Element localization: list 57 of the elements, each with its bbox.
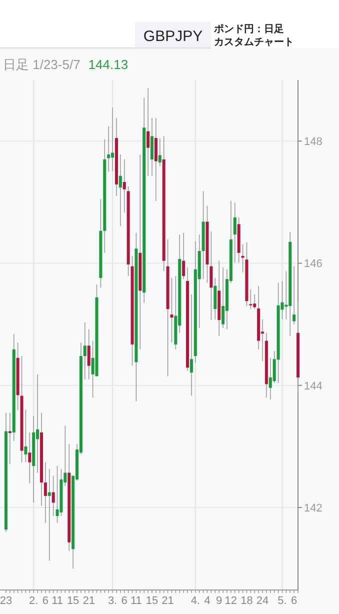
y-tick-label: 146 <box>304 258 322 270</box>
candlestick <box>190 294 193 396</box>
candlestick <box>107 126 110 172</box>
candlestick <box>210 231 213 320</box>
x-tick-label: 21 <box>82 595 95 607</box>
candlestick <box>146 88 150 176</box>
text: カスタムチャート <box>214 37 294 48</box>
candlestick <box>170 277 174 344</box>
candlestick <box>8 412 12 465</box>
candlestick <box>36 374 40 474</box>
y-tick-label: 144 <box>304 380 322 392</box>
x-tick-label: 6 <box>291 595 298 607</box>
candlestick <box>28 432 32 484</box>
candlestick <box>233 202 236 264</box>
x-tick-label: 21 <box>162 595 174 607</box>
x-tick-label: 12 <box>224 595 238 607</box>
x-tick-label: 2. <box>29 595 38 607</box>
text: ポンド円：日足 <box>213 23 284 35</box>
candlestick <box>48 468 51 562</box>
candlestick <box>292 266 296 325</box>
text: 日足 1/23-5/7 <box>3 57 80 72</box>
x-tick-label: 11 <box>52 595 63 607</box>
x-tick-label: 15 <box>146 595 158 607</box>
candlestick <box>158 138 162 167</box>
y-tick-label: 148 <box>304 136 322 148</box>
candlestick <box>111 107 114 172</box>
candlestick <box>150 117 154 176</box>
candlestick <box>222 267 225 328</box>
candlestick <box>249 289 252 310</box>
candlestick <box>122 159 126 213</box>
candlestick <box>268 358 272 400</box>
y-tick-label: 142 <box>304 502 322 515</box>
text: 144.13 <box>88 57 128 72</box>
candlestick <box>44 462 47 524</box>
x-tick-label: 3. <box>108 595 118 607</box>
candlestick <box>24 409 28 463</box>
candlestick <box>83 322 86 380</box>
candlestick <box>52 475 55 516</box>
x-tick-label: 18 <box>240 595 253 607</box>
x-tick-label: 11 <box>130 595 142 607</box>
x-tick-label: 15 <box>66 595 80 607</box>
candlestick <box>253 294 256 310</box>
chart-title: GBPJPY <box>143 28 203 45</box>
x-tick-label: 6 <box>121 595 128 607</box>
x-tick-label: 24 <box>256 595 269 607</box>
candlestick <box>214 277 217 320</box>
candlestick <box>154 117 158 202</box>
x-tick-label: 23 <box>0 595 12 607</box>
x-tick-label: 6 <box>42 595 48 607</box>
candlestick <box>182 232 186 280</box>
x-tick-label: 4 <box>204 595 210 607</box>
x-tick-label: 5. <box>278 595 287 607</box>
candlestick <box>118 154 122 226</box>
candlestick <box>87 328 90 380</box>
x-tick-label: 4. <box>190 595 200 607</box>
candlestick <box>56 466 59 524</box>
x-tick-label: 9 <box>216 595 222 607</box>
